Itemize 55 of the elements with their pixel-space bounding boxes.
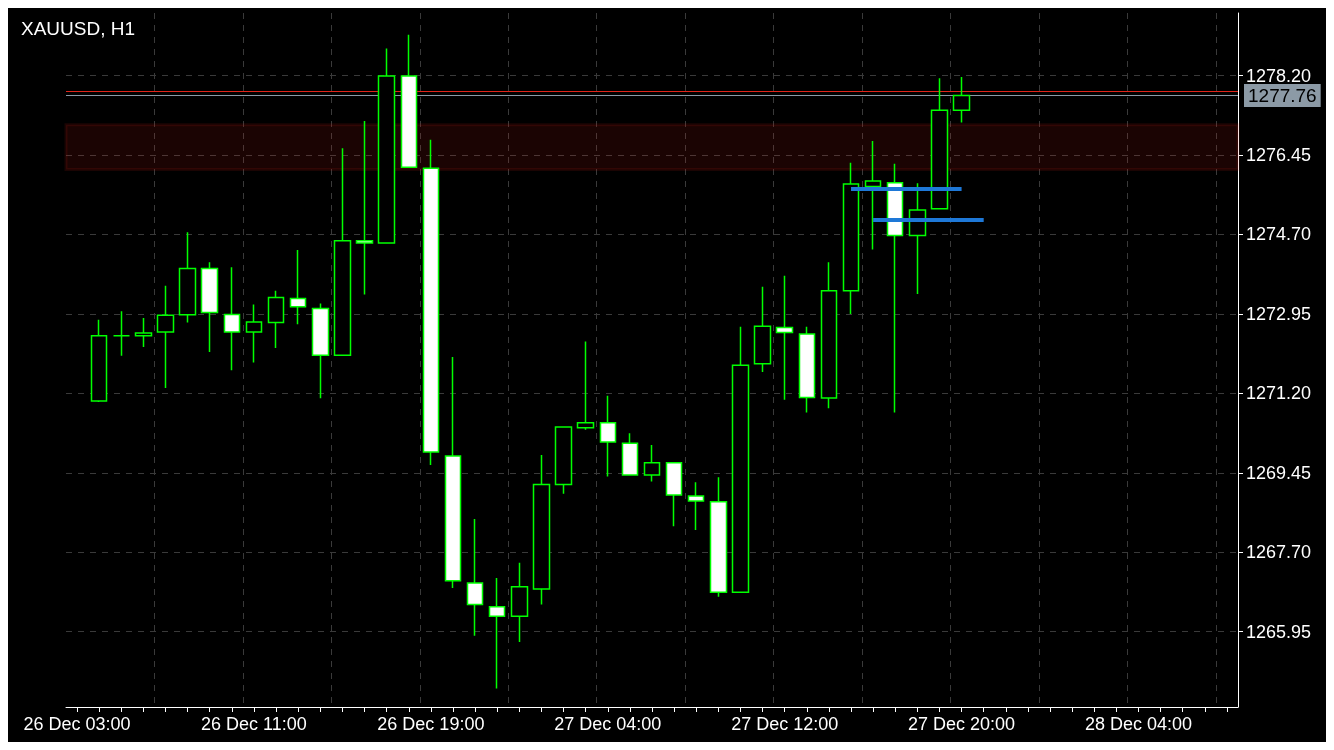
candlestick (200, 261, 219, 353)
candlestick (820, 261, 838, 410)
candlestick (665, 462, 683, 528)
y-tick-label: 1269.45 (1246, 462, 1312, 483)
candlestick (400, 34, 418, 169)
candlestick (90, 319, 108, 403)
x-tick-label: 27 Dec 20:00 (908, 714, 1016, 734)
candlestick (355, 120, 374, 296)
candlestick (510, 561, 529, 643)
candlestick (267, 290, 285, 349)
candlestick (576, 340, 595, 431)
candlestick (731, 325, 750, 593)
candlestick (377, 47, 396, 244)
candlestick (444, 356, 462, 589)
x-tick-label: 26 Dec 19:00 (377, 714, 485, 734)
candlestick (753, 285, 772, 373)
candlestick (488, 577, 506, 690)
y-tick-label: 1274.70 (1246, 224, 1312, 245)
candlestick (621, 432, 639, 476)
candlestick (422, 138, 440, 466)
candlestick (178, 231, 197, 324)
chart-title: XAUUSD, H1 (21, 18, 136, 39)
x-tick-label: 26 Dec 11:00 (201, 714, 307, 734)
ref-line-label: 1277.76 (1248, 85, 1317, 107)
candlestick (864, 140, 882, 251)
candlestick (775, 275, 794, 401)
candlestick (112, 310, 131, 357)
candlestick (223, 266, 241, 371)
candlestick (687, 481, 705, 531)
candlestick (643, 444, 661, 483)
candlestick (333, 147, 352, 356)
y-tick-label: 1265.95 (1246, 621, 1312, 642)
y-tick-label: 1278.20 (1246, 65, 1312, 86)
candlestick (952, 76, 971, 124)
y-tick-label: 1272.95 (1246, 303, 1312, 324)
candlestick (599, 394, 617, 478)
candlestick (289, 249, 307, 326)
candlestick (532, 454, 551, 606)
y-tick-label: 1276.45 (1246, 145, 1312, 166)
candlestick (466, 518, 484, 637)
y-tick-label: 1267.70 (1246, 542, 1312, 563)
candlestick (156, 285, 175, 389)
y-tick-label: 1271.20 (1246, 383, 1312, 404)
x-tick-label: 28 Dec 04:00 (1084, 714, 1193, 734)
x-tick-label: 27 Dec 04:00 (554, 714, 662, 734)
candlestick (798, 325, 816, 414)
x-tick-label: 26 Dec 03:00 (23, 714, 131, 734)
candlestick (930, 77, 949, 210)
candlestick (842, 162, 860, 315)
candlestick (709, 476, 728, 598)
candlestick (245, 303, 263, 364)
candlestick (134, 317, 153, 348)
candlestick (311, 302, 330, 400)
x-tick-label: 27 Dec 12:00 (731, 714, 839, 734)
candlestick (554, 426, 573, 495)
